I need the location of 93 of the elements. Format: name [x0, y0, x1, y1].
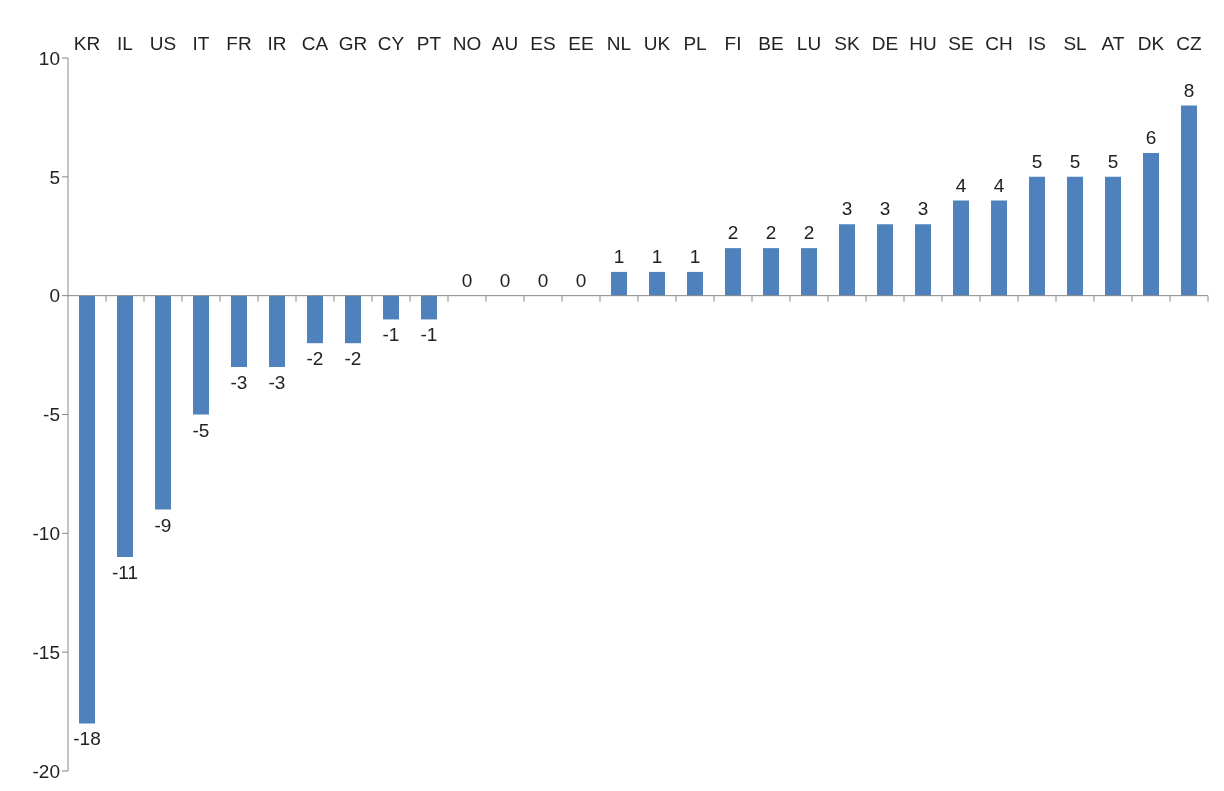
x-tick-label: IT [192, 33, 210, 54]
bar [611, 271, 628, 296]
x-tick-label: GR [338, 33, 368, 54]
bar [1105, 176, 1122, 296]
x-tick-label: CA [301, 33, 329, 54]
y-tick-label: -10 [32, 523, 60, 545]
x-tick-label: LU [796, 33, 822, 54]
bar [725, 248, 742, 296]
data-label: -18 [73, 728, 101, 750]
bar [79, 295, 96, 724]
x-tick-label: UK [643, 33, 671, 54]
data-label: -2 [306, 348, 324, 370]
data-label: -5 [192, 419, 210, 441]
bar [269, 295, 286, 367]
bar [345, 295, 362, 344]
data-label: 4 [955, 174, 967, 196]
x-tick-label: ES [530, 33, 556, 54]
data-label: 5 [1069, 150, 1081, 172]
x-tick-label: SL [1063, 33, 1087, 54]
data-label: 1 [689, 245, 701, 267]
data-label: -9 [154, 514, 172, 536]
data-label: 2 [727, 222, 739, 244]
data-label: -2 [344, 348, 362, 370]
data-label: 5 [1031, 150, 1043, 172]
y-tick-label: 5 [49, 166, 60, 188]
bar [1181, 105, 1198, 296]
bar [117, 295, 134, 558]
bar [801, 248, 818, 296]
x-tick-label: NO [452, 33, 482, 54]
y-tick-label: -5 [43, 404, 60, 426]
x-tick-label: EE [568, 33, 594, 54]
bar [383, 295, 400, 320]
x-tick-label: SE [948, 33, 974, 54]
y-tick-label: -15 [32, 641, 60, 663]
data-label: 3 [917, 198, 929, 220]
data-label: 2 [803, 222, 815, 244]
data-label: 5 [1107, 150, 1119, 172]
bar [231, 295, 248, 367]
x-tick-label: IL [117, 33, 133, 54]
bar [763, 248, 780, 296]
data-label: 2 [765, 222, 777, 244]
x-tick-label: DE [871, 33, 899, 54]
bar [915, 224, 932, 296]
data-label: 3 [879, 198, 891, 220]
x-tick-label: PT [416, 33, 442, 54]
x-tick-label: AT [1101, 33, 1125, 54]
y-tick-label: 10 [38, 47, 60, 69]
x-tick-label: FI [724, 33, 742, 54]
bar [877, 224, 894, 296]
bar [307, 295, 324, 344]
data-label: 6 [1145, 127, 1157, 149]
x-tick-label: CH [985, 33, 1013, 54]
x-tick-label: NL [606, 33, 632, 54]
x-tick-label: SK [834, 33, 860, 54]
x-tick-label: PL [683, 33, 707, 54]
bar [953, 200, 970, 296]
data-label: -1 [382, 324, 400, 346]
bar [839, 224, 856, 296]
x-tick-label: DK [1137, 33, 1165, 54]
x-tick-label: BE [758, 33, 784, 54]
data-label: 1 [613, 245, 625, 267]
x-tick-label: US [149, 33, 177, 54]
x-tick-label: FR [226, 33, 252, 54]
x-tick-label: IR [267, 33, 287, 54]
data-label: 1 [651, 245, 663, 267]
bar [991, 200, 1008, 296]
data-label: -3 [268, 371, 286, 393]
data-label: 0 [575, 269, 587, 291]
bar [687, 271, 704, 296]
y-tick-label: -20 [32, 760, 60, 782]
data-label: 0 [461, 269, 473, 291]
data-label: -1 [420, 324, 438, 346]
bar [155, 295, 172, 510]
bar [649, 271, 666, 296]
data-label: 3 [841, 198, 853, 220]
bar [421, 295, 438, 320]
data-label: 4 [993, 174, 1005, 196]
bar [193, 295, 210, 415]
x-tick-label: CZ [1176, 33, 1203, 54]
bar [1067, 176, 1084, 296]
bar [1143, 153, 1160, 296]
data-label: 0 [537, 269, 549, 291]
x-tick-label: HU [909, 33, 937, 54]
x-tick-label: KR [73, 33, 101, 54]
y-tick-label: 0 [49, 285, 60, 307]
data-label: -3 [230, 371, 248, 393]
data-label: -11 [111, 562, 139, 584]
x-tick-label: AU [491, 33, 519, 54]
x-tick-label: IS [1028, 33, 1046, 54]
data-label: 0 [499, 269, 511, 291]
x-tick-label: CY [377, 33, 405, 54]
bar [1029, 176, 1046, 296]
data-label: 8 [1183, 79, 1195, 101]
